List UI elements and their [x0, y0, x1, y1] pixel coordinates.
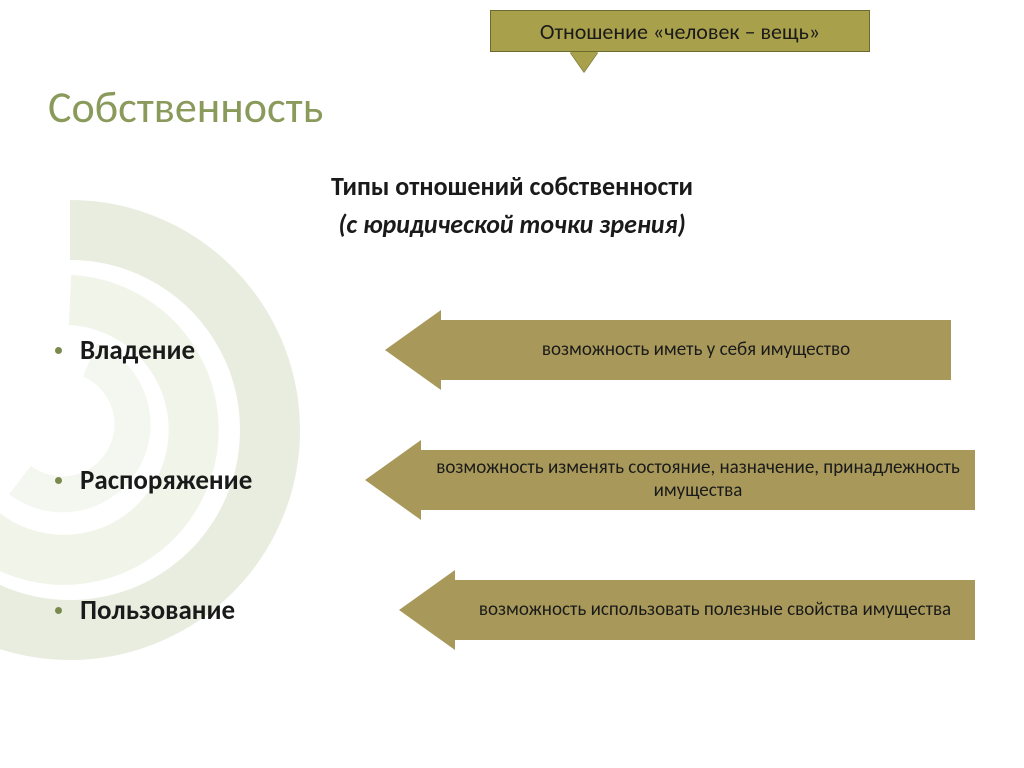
term-disposition: Распоряжение: [55, 464, 365, 497]
term-label: Владение: [80, 334, 195, 367]
slide-title: Собственность: [48, 80, 323, 134]
subtitle-line-1: Типы отношений собственности: [0, 170, 1024, 202]
term-label: Пользование: [80, 594, 235, 627]
arrow-body: возможность использовать полезные свойст…: [455, 580, 975, 640]
bullet-icon: [55, 477, 62, 484]
arrow-body: возможность иметь у себя имущество: [441, 320, 951, 380]
arrow-body: возможность изменять состояние, назначен…: [421, 450, 975, 510]
subtitle-block: Типы отношений собственности (с юридичес…: [0, 170, 1024, 240]
arrow-head-icon: [365, 440, 421, 520]
arrow-disposition: возможность изменять состояние, назначен…: [365, 440, 975, 520]
term-ownership: Владение: [55, 334, 385, 367]
bullet-icon: [55, 607, 62, 614]
concept-row-3: Пользование возможность использовать пол…: [55, 570, 975, 650]
desc-text: возможность использовать полезные свойст…: [479, 599, 951, 622]
arrow-usage: возможность использовать полезные свойст…: [399, 570, 975, 650]
concept-row-1: Владение возможность иметь у себя имущес…: [55, 310, 975, 390]
arrow-head-icon: [385, 310, 441, 390]
bullet-icon: [55, 347, 62, 354]
callout-text: Отношение «человек – вещь»: [540, 18, 820, 45]
arrow-head-icon: [399, 570, 455, 650]
desc-text: возможность изменять состояние, назначен…: [435, 457, 961, 503]
desc-text: возможность иметь у себя имущество: [542, 339, 850, 362]
term-label: Распоряжение: [80, 464, 252, 497]
concept-row-2: Распоряжение возможность изменять состоя…: [55, 440, 975, 520]
arrow-ownership: возможность иметь у себя имущество: [385, 310, 975, 390]
callout-box: Отношение «человек – вещь»: [490, 10, 870, 52]
term-usage: Пользование: [55, 594, 359, 627]
subtitle-line-2: (с юридической точки зрения): [0, 208, 1024, 240]
callout-pointer: [570, 52, 598, 72]
